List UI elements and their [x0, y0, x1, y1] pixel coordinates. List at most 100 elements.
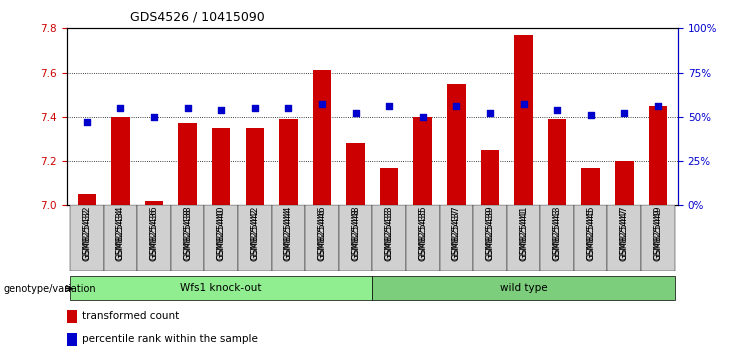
Text: GSM825440: GSM825440: [216, 209, 226, 261]
Point: [81, 119, 93, 125]
Bar: [514, 35, 533, 205]
Point: [618, 110, 630, 116]
Text: genotype/variation: genotype/variation: [4, 284, 96, 293]
Text: GSM825441: GSM825441: [519, 209, 528, 261]
Point: [182, 105, 193, 111]
Bar: [413, 117, 432, 205]
Point: [249, 105, 261, 111]
Bar: [238, 205, 272, 271]
Bar: [305, 205, 339, 271]
Bar: [574, 205, 608, 271]
Point: [115, 105, 127, 111]
Text: GSM825442: GSM825442: [250, 209, 259, 261]
Text: transformed count: transformed count: [82, 312, 179, 321]
Point: [517, 102, 529, 107]
Bar: [548, 119, 566, 205]
Text: GSM825447: GSM825447: [619, 209, 629, 261]
Text: GSM825441: GSM825441: [519, 205, 528, 260]
FancyBboxPatch shape: [372, 276, 674, 299]
Text: GSM825440: GSM825440: [216, 205, 226, 260]
Bar: [245, 128, 264, 205]
Text: GSM825432: GSM825432: [82, 209, 91, 261]
Bar: [380, 168, 399, 205]
Bar: [205, 205, 238, 271]
Text: GSM825444: GSM825444: [284, 209, 293, 261]
Point: [585, 112, 597, 118]
Bar: [104, 205, 137, 271]
Text: GSM825439: GSM825439: [485, 205, 494, 260]
Text: percentile rank within the sample: percentile rank within the sample: [82, 335, 258, 344]
Text: GSM825446: GSM825446: [317, 205, 327, 260]
Bar: [447, 84, 465, 205]
Bar: [137, 205, 171, 271]
Text: GDS4526 / 10415090: GDS4526 / 10415090: [130, 11, 265, 24]
Bar: [346, 143, 365, 205]
Point: [350, 110, 362, 116]
Bar: [179, 124, 197, 205]
Text: GSM825436: GSM825436: [150, 209, 159, 261]
Bar: [144, 201, 163, 205]
Text: GSM825449: GSM825449: [654, 205, 662, 260]
Point: [652, 103, 664, 109]
Bar: [439, 205, 473, 271]
Text: GSM825438: GSM825438: [183, 209, 192, 261]
Text: Wfs1 knock-out: Wfs1 knock-out: [181, 282, 262, 293]
Text: GSM825443: GSM825443: [553, 205, 562, 260]
Text: GSM825434: GSM825434: [116, 209, 125, 261]
Text: GSM825436: GSM825436: [150, 205, 159, 260]
Text: GSM825437: GSM825437: [452, 205, 461, 260]
Text: GSM825448: GSM825448: [351, 205, 360, 260]
Text: GSM825432: GSM825432: [82, 205, 91, 260]
Bar: [648, 106, 667, 205]
Text: GSM825439: GSM825439: [485, 209, 494, 261]
Bar: [272, 205, 305, 271]
Text: wild type: wild type: [499, 282, 548, 293]
Text: GSM825444: GSM825444: [284, 205, 293, 260]
Bar: [67, 310, 77, 323]
Bar: [507, 205, 540, 271]
Text: GSM825446: GSM825446: [317, 209, 327, 261]
Text: GSM825435: GSM825435: [418, 209, 428, 261]
Bar: [540, 205, 574, 271]
Text: GSM825437: GSM825437: [452, 209, 461, 261]
Text: GSM825448: GSM825448: [351, 209, 360, 261]
Point: [451, 103, 462, 109]
Point: [316, 102, 328, 107]
Text: GSM825447: GSM825447: [619, 205, 629, 260]
Point: [551, 107, 563, 113]
Bar: [582, 168, 600, 205]
Bar: [615, 161, 634, 205]
Text: GSM825433: GSM825433: [385, 205, 393, 260]
Text: GSM825434: GSM825434: [116, 205, 125, 260]
Bar: [111, 117, 130, 205]
Bar: [78, 194, 96, 205]
Bar: [641, 205, 674, 271]
Bar: [481, 150, 499, 205]
Bar: [372, 205, 406, 271]
Bar: [67, 333, 77, 346]
Text: GSM825442: GSM825442: [250, 205, 259, 260]
Bar: [212, 128, 230, 205]
Bar: [279, 119, 298, 205]
Point: [484, 110, 496, 116]
Bar: [406, 205, 439, 271]
Text: GSM825435: GSM825435: [418, 205, 428, 260]
FancyBboxPatch shape: [70, 276, 372, 299]
Text: GSM825433: GSM825433: [385, 209, 393, 261]
Point: [148, 114, 160, 120]
Bar: [339, 205, 373, 271]
Bar: [313, 70, 331, 205]
Point: [416, 114, 428, 120]
Bar: [70, 205, 104, 271]
Text: GSM825438: GSM825438: [183, 205, 192, 260]
Bar: [608, 205, 641, 271]
Text: GSM825449: GSM825449: [654, 209, 662, 261]
Bar: [171, 205, 205, 271]
Point: [383, 103, 395, 109]
Text: GSM825443: GSM825443: [553, 209, 562, 261]
Text: GSM825445: GSM825445: [586, 205, 595, 260]
Text: GSM825445: GSM825445: [586, 209, 595, 261]
Point: [282, 105, 294, 111]
Bar: [473, 205, 507, 271]
Point: [216, 107, 227, 113]
